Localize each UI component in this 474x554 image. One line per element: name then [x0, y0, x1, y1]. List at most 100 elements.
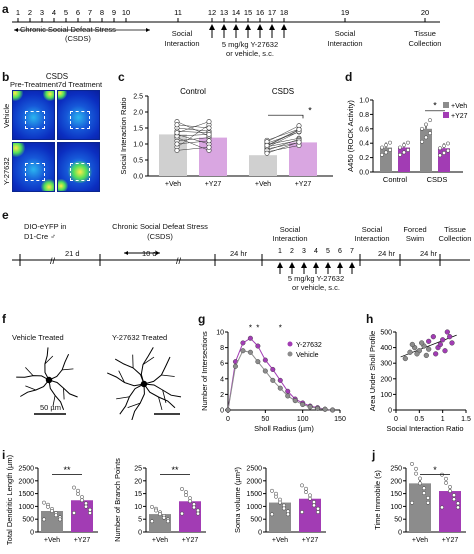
sig-star: *	[433, 465, 437, 475]
y-tick-label: 15	[134, 491, 142, 498]
panel-label-b: b	[2, 70, 10, 84]
data-point	[304, 486, 308, 491]
data-point	[247, 349, 253, 355]
pair-line	[176, 140, 210, 145]
data-point	[398, 152, 402, 157]
social-interaction-2: Social	[334, 29, 356, 38]
day-label: 16	[256, 8, 264, 17]
data-point	[409, 341, 415, 348]
heatmap-y27-post	[57, 142, 100, 192]
dendrite	[16, 375, 50, 381]
data-point	[278, 500, 282, 505]
injection-arrow	[289, 262, 295, 268]
injection-arrow	[325, 262, 331, 268]
neuron-tracings	[16, 347, 182, 420]
tissue-e: Tissue	[444, 225, 466, 234]
data-point	[174, 122, 180, 128]
heatmap-y27-pre	[12, 142, 55, 192]
y-tick-label: 100	[390, 504, 402, 511]
day-label: 3	[302, 248, 306, 255]
day-label: 10	[122, 8, 130, 17]
y-tick-label: 1500	[18, 491, 34, 498]
dose-label-2: or vehicle, s.c.	[226, 49, 274, 58]
data-point	[80, 495, 84, 500]
panel-label-j: j	[372, 448, 376, 462]
y-tick-label: 0.2	[359, 155, 369, 162]
y-tick-label: 0.0	[359, 170, 369, 177]
day-label: 17	[268, 8, 276, 17]
timeline-a: 1 2 3 4 5 6 7 8 9 10 11 12 13 14 15 16 17 18 19 20	[12, 8, 440, 38]
y-tick-label: 50	[394, 517, 402, 524]
y-tick-label: 0.8	[359, 112, 369, 119]
chart-i3: 0 500 1000 1500 2000 2500 Soma volume (µm³) +Ve…	[233, 466, 326, 544]
data-point	[180, 511, 184, 516]
y-tick-label: 500	[22, 517, 34, 524]
x-tick-label: +Y27	[442, 537, 459, 544]
data-point	[264, 142, 270, 148]
pair-line	[176, 127, 210, 132]
x-tick-label: 1	[441, 416, 445, 423]
data-point	[426, 500, 430, 505]
data-point	[406, 148, 410, 152]
bar	[289, 142, 317, 176]
data-point	[316, 510, 320, 514]
data-point	[308, 496, 312, 501]
data-point	[448, 484, 452, 489]
data-point	[206, 138, 212, 144]
day-label: 6	[76, 8, 80, 17]
data-point	[196, 511, 200, 516]
bar	[299, 498, 321, 532]
data-point	[88, 511, 92, 515]
data-point	[262, 357, 268, 363]
y-tick-label: 400	[380, 345, 392, 352]
dendrite-branch	[25, 367, 34, 376]
y-axis-label: Social Interaction Ratio	[119, 97, 128, 174]
y-tick-label: 2000	[246, 478, 262, 485]
y-tick-label: 0.6	[359, 126, 369, 133]
data-point	[440, 505, 444, 510]
data-point	[444, 480, 448, 485]
data-point	[84, 504, 88, 509]
social-interaction-1: Social	[171, 29, 193, 38]
data-point	[407, 349, 413, 355]
dendrite-branch	[116, 396, 130, 400]
day-label: 15	[244, 8, 252, 17]
sig-star: **	[63, 465, 71, 475]
pair-line	[176, 124, 210, 129]
data-point	[274, 494, 278, 499]
pair-line	[176, 130, 210, 134]
y-tick-label: 500	[380, 330, 392, 337]
data-point	[420, 126, 424, 131]
axis-break: //	[50, 256, 56, 266]
legend-label: Y-27632	[296, 342, 322, 349]
legend-marker	[287, 351, 293, 357]
heatmap-grid	[10, 86, 100, 192]
injection-arrow	[337, 262, 343, 268]
y-tick-label: 2500	[246, 466, 262, 473]
data-point	[449, 340, 455, 346]
dose-e-2: or vehicle, s.c.	[292, 283, 340, 292]
data-point	[58, 517, 62, 522]
data-point	[456, 505, 460, 510]
dendrite	[143, 383, 176, 409]
data-point	[304, 490, 308, 495]
x-tick-label: +Y27	[205, 181, 222, 188]
dendrite-branch	[142, 356, 155, 365]
data-point	[446, 141, 450, 146]
pair-line	[266, 131, 300, 148]
data-point	[312, 503, 316, 508]
data-point	[438, 153, 442, 158]
day-label: 7	[350, 248, 354, 255]
sig-star: *	[256, 323, 259, 332]
injection-arrow	[233, 24, 239, 30]
data-point	[296, 126, 302, 132]
data-point	[424, 135, 428, 140]
data-point	[414, 471, 418, 476]
dendrite	[143, 383, 182, 398]
data-point	[380, 145, 384, 150]
day-label: 12	[208, 8, 216, 17]
heatmap-title: CSDS	[45, 72, 69, 81]
y-tick-label: 2.0	[133, 110, 143, 117]
day-label: 6	[338, 248, 342, 255]
